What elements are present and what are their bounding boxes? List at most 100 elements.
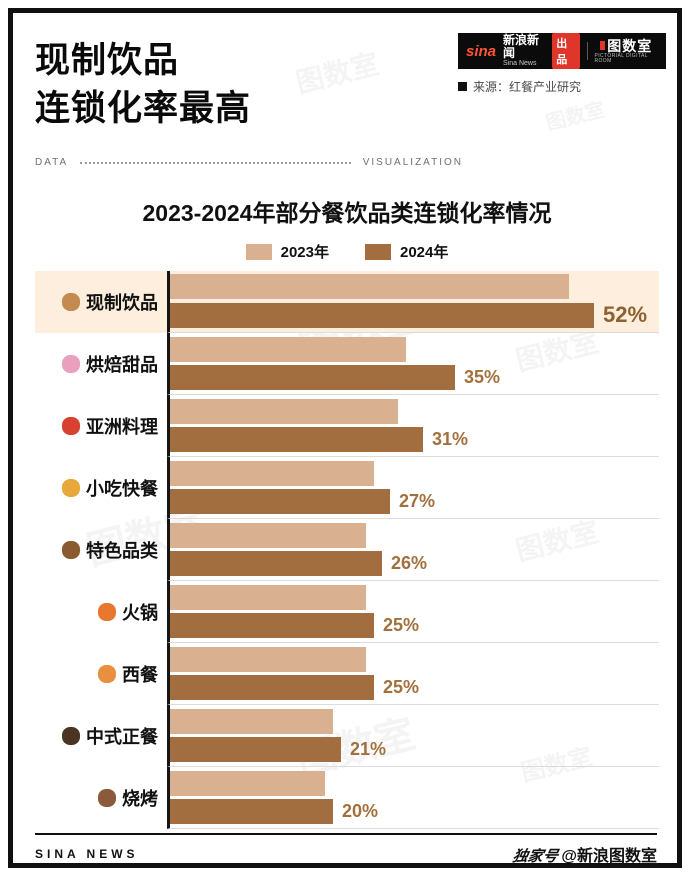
value-label: 27% <box>399 490 436 511</box>
category-bars: 27% <box>167 456 659 519</box>
legend-item-2024: 2024年 <box>365 241 448 262</box>
source-line: 来源：红餐产业研究 <box>458 78 666 95</box>
value-label: 25% <box>383 676 420 697</box>
noodle-bowl-icon <box>62 416 80 435</box>
value-label: 25% <box>383 614 420 635</box>
page-title-line2: 连锁化率最高 <box>35 89 252 129</box>
data-visualization-divider: DATA VISUALIZATION <box>35 156 463 170</box>
value-label: 35% <box>464 366 501 387</box>
category-bars: 21% <box>167 704 659 767</box>
category-label: 特色品类 <box>35 519 167 581</box>
bar-2024 <box>170 798 333 824</box>
hotpot-icon <box>98 602 116 621</box>
category-name: 烧烤 <box>122 788 158 809</box>
brand-divider <box>586 42 588 60</box>
bar-2024 <box>170 736 341 762</box>
bar-2023 <box>170 460 374 486</box>
category-name: 亚洲料理 <box>86 416 158 437</box>
category-bars: 31% <box>167 394 659 457</box>
divider-dotted-line <box>80 161 351 164</box>
handle-prefix: 独家号 <box>511 848 560 865</box>
bar-2023 <box>170 398 398 424</box>
value-label: 21% <box>350 738 387 759</box>
tushushi-red-accent <box>600 41 606 50</box>
tushushi-logo-text: 图数室 <box>607 37 653 54</box>
bar-2024 <box>170 550 382 576</box>
category-name: 火锅 <box>122 602 158 623</box>
source-text: 来源：红餐产业研究 <box>473 80 582 94</box>
bubble-tea-icon <box>62 292 80 311</box>
chart-row: 西餐 25% <box>35 642 659 705</box>
page-footer: SINA NEWS 独家号 @新浪图数室 <box>35 833 657 866</box>
source-bullet-icon <box>458 82 467 91</box>
chart-row: 中式正餐 21% <box>35 704 659 767</box>
chart-row: 火锅 25% <box>35 580 659 643</box>
category-label: 中式正餐 <box>35 705 167 767</box>
value-label: 26% <box>391 552 428 573</box>
bar-2024 <box>170 612 374 638</box>
chart-row: 烘焙甜品 35% <box>35 332 659 395</box>
specialty-dish-icon <box>62 540 80 559</box>
category-label: 亚洲料理 <box>35 395 167 457</box>
bar-2024 <box>170 302 594 328</box>
bar-2024 <box>170 488 390 514</box>
category-label: 西餐 <box>35 643 167 705</box>
footer-author-handle: 独家号 @新浪图数室 <box>511 842 657 866</box>
tushushi-logo-subtext: PICTORIAL DIGITAL ROOM <box>594 52 648 64</box>
category-name: 现制饮品 <box>86 292 158 313</box>
brand-names: 新浪新闻 Sina News <box>503 32 545 68</box>
bar-2023 <box>170 708 333 734</box>
divider-label-visualization: VISUALIZATION <box>362 157 463 169</box>
bar-2023 <box>170 336 406 362</box>
bar-2023 <box>170 646 366 672</box>
category-name: 特色品类 <box>86 540 158 561</box>
brand-name-cn: 新浪新闻 <box>503 32 540 61</box>
tushushi-logo: 图数室 PICTORIAL DIGITAL ROOM <box>595 39 659 64</box>
brand-name-en: Sina News <box>503 60 537 68</box>
divider-label-data: DATA <box>35 157 69 169</box>
category-label: 烘焙甜品 <box>35 333 167 395</box>
page-title: 现制饮品 连锁化率最高 <box>35 37 365 134</box>
category-name: 西餐 <box>122 664 158 685</box>
category-bars: 52% <box>167 270 659 333</box>
category-name: 烘焙甜品 <box>86 354 158 375</box>
category-bars: 25% <box>167 642 659 705</box>
chart-row: 特色品类 26% <box>35 518 659 581</box>
chupin-badge: 出品 <box>552 33 580 69</box>
handle-name: @新浪图数室 <box>561 848 657 865</box>
category-label: 小吃快餐 <box>35 457 167 519</box>
value-label: 20% <box>342 800 379 821</box>
legend-label-2023: 2023年 <box>280 244 329 262</box>
bar-2023 <box>170 584 366 610</box>
legend-item-2023: 2023年 <box>245 241 329 262</box>
bar-2024 <box>170 426 423 452</box>
bar-2024 <box>170 364 455 390</box>
footer-rule <box>35 833 657 835</box>
chinese-meal-icon <box>62 726 80 745</box>
category-bars: 26% <box>167 518 659 581</box>
bar-2023 <box>170 274 569 300</box>
category-label: 火锅 <box>35 581 167 643</box>
sina-logo-icon: sina <box>466 42 497 60</box>
category-label: 现制饮品 <box>35 271 167 333</box>
value-label: 31% <box>432 428 469 449</box>
brand-bar: sina 新浪新闻 Sina News 出品 图数室 PICTORIAL DIG… <box>458 33 666 69</box>
chart-rows: 现制饮品 52% 烘焙甜品 35% 亚洲料理 31% 小吃快餐 27% 特色品类 26% 火锅 25%… <box>35 270 659 829</box>
legend-swatch-2023 <box>245 243 272 260</box>
chart-title: 2023-2024年部分餐饮品类连锁化率情况 <box>142 199 552 226</box>
chart-row: 小吃快餐 27% <box>35 456 659 519</box>
bbq-skewer-icon <box>98 788 116 807</box>
legend-label-2024: 2024年 <box>400 244 449 262</box>
chart-legend: 2023年 2024年 <box>35 243 659 261</box>
category-label: 烧烤 <box>35 767 167 829</box>
cupcake-icon <box>62 354 80 373</box>
page-title-line1: 现制饮品 <box>35 41 180 80</box>
legend-swatch-2024 <box>365 243 391 260</box>
category-bars: 35% <box>167 332 659 395</box>
western-food-icon <box>98 664 116 683</box>
category-bars: 25% <box>167 580 659 643</box>
bar-2024 <box>170 674 374 700</box>
value-label: 52% <box>603 302 648 328</box>
category-name: 小吃快餐 <box>86 478 158 499</box>
